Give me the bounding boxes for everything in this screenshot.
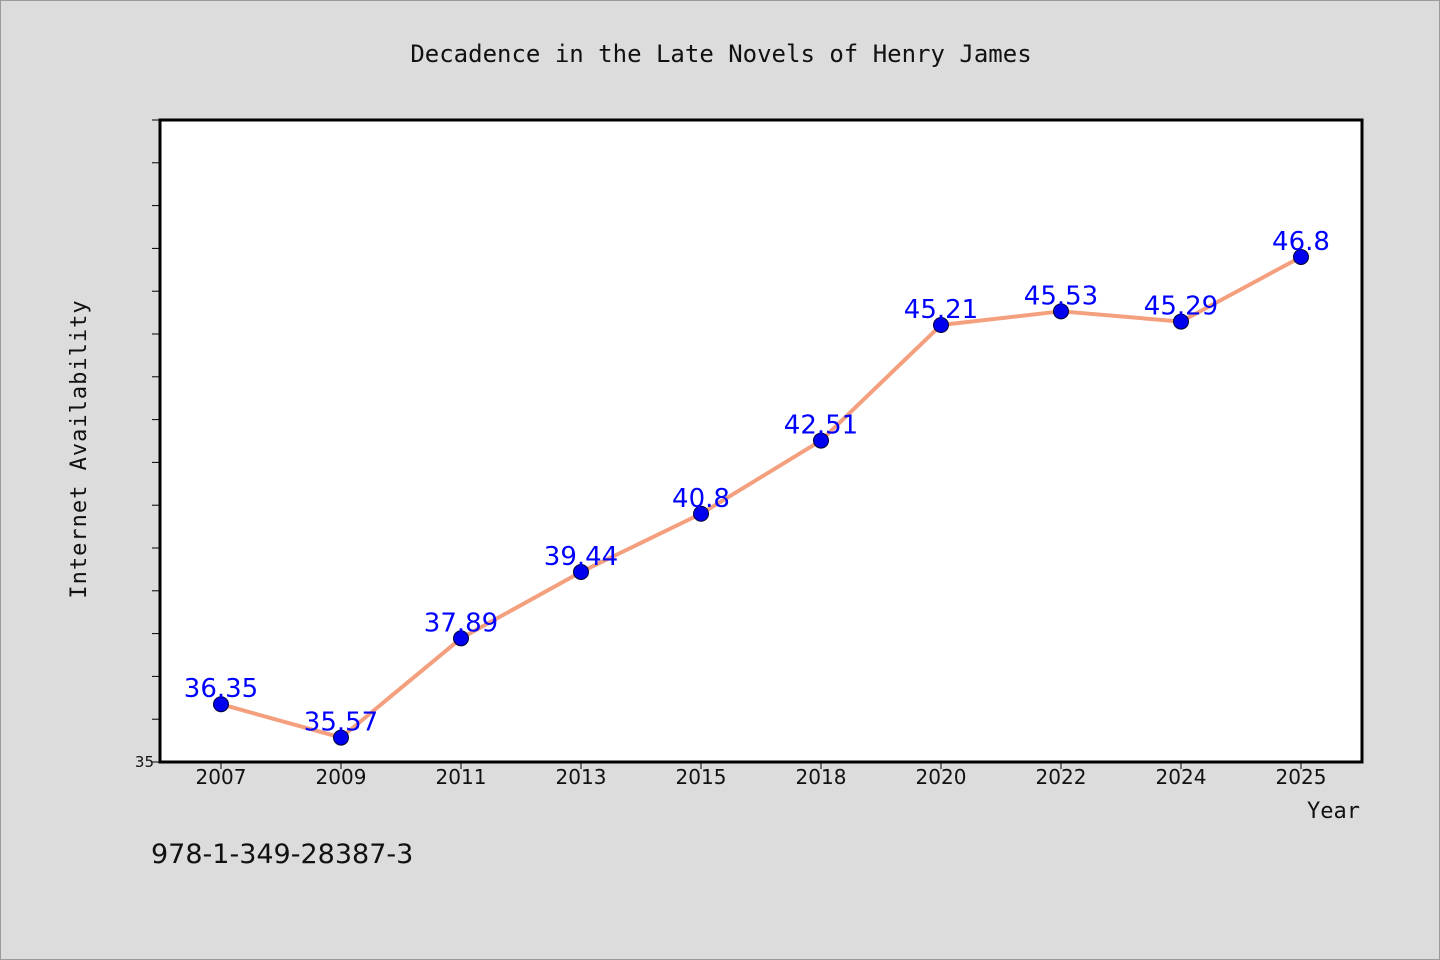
data-point-marker: [693, 505, 709, 522]
data-label: 35.57: [304, 708, 378, 738]
data-label: 40.8: [672, 484, 730, 514]
marker-group: [213, 248, 1309, 746]
data-label: 46.8: [1272, 227, 1330, 257]
y-axis-label: Internet Availability: [67, 299, 92, 598]
x-axis-ticks: 2007 2009 2011 2013 2015 2018 2020 2022 2024 2025: [196, 762, 1327, 789]
x-tick-label: 2022: [1036, 765, 1087, 789]
series-line: [219, 254, 1303, 740]
x-tick-label: 2025: [1276, 765, 1327, 789]
x-tick-label: 2007: [196, 765, 247, 789]
chart-title: Decadence in the Late Novels of Henry Ja…: [410, 40, 1031, 68]
data-point-marker: [573, 563, 589, 580]
x-tick-label: 2018: [796, 765, 847, 789]
series-line-group: [219, 254, 1303, 740]
y-axis-ticks: 35: [135, 119, 160, 771]
data-point-marker: [333, 729, 349, 746]
data-label: 39.44: [544, 542, 618, 572]
data-label: 37.89: [424, 608, 498, 638]
isbn-text: 978-1-349-28387-3: [151, 839, 413, 870]
data-label: 45.29: [1144, 292, 1218, 322]
data-point-marker: [1293, 248, 1309, 265]
data-point-marker: [933, 317, 949, 334]
x-tick-label: 2024: [1156, 765, 1207, 789]
data-label: 45.53: [1024, 281, 1098, 311]
x-tick-label: 2020: [916, 765, 967, 789]
y-tick-label: 35: [135, 753, 154, 771]
x-tick-label: 2015: [676, 765, 727, 789]
plot-area: [158, 118, 1364, 764]
data-label: 36.35: [184, 674, 258, 704]
x-axis-label: Year: [1307, 799, 1360, 824]
data-point-marker: [213, 696, 229, 713]
data-label-group: 36.35 35.57 37.89 39.44 40.8 42.51 45.21 45.53 4…: [184, 227, 1330, 738]
x-tick-label: 2013: [556, 765, 607, 789]
x-tick-label: 2009: [316, 765, 367, 789]
data-point-marker: [813, 432, 829, 449]
x-tick-label: 2011: [436, 765, 487, 789]
data-point-marker: [453, 630, 469, 647]
data-label: 42.51: [784, 411, 858, 441]
data-point-marker: [1173, 313, 1189, 330]
data-label: 45.21: [904, 295, 978, 325]
data-point-marker: [1053, 303, 1069, 320]
